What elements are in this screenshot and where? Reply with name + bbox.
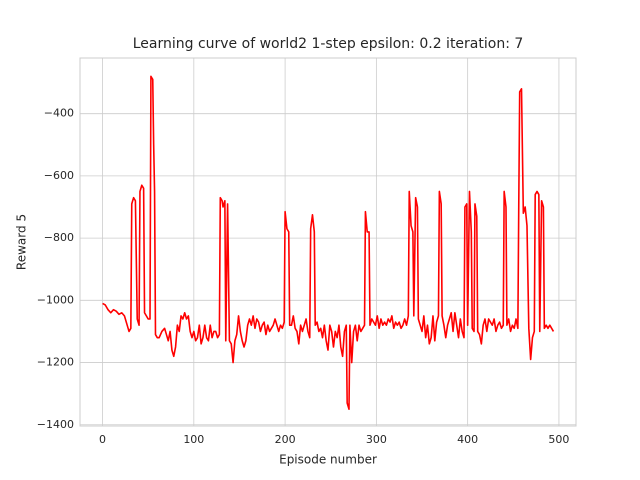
y-tick-label: −600: [44, 169, 74, 182]
x-tick-label: 200: [275, 433, 296, 446]
y-tick-label: −800: [44, 231, 74, 244]
y-tick-label: −400: [44, 107, 74, 120]
y-axis-label: Reward 5: [15, 214, 29, 270]
x-tick-label: 300: [366, 433, 387, 446]
x-axis-label: Episode number: [279, 453, 377, 467]
plot-frame: [79, 57, 577, 427]
x-tick-label: 0: [99, 433, 106, 446]
y-tick-label: −1400: [37, 418, 74, 431]
y-tick-label: −1000: [37, 293, 74, 306]
chart-title: Learning curve of world2 1-step epsilon:…: [133, 36, 524, 52]
data-line: [102, 75, 555, 410]
x-tick-label: 400: [457, 433, 478, 446]
x-tick-label: 100: [183, 433, 204, 446]
x-tick-label: 500: [548, 433, 569, 446]
y-tick-label: −1200: [37, 356, 74, 369]
